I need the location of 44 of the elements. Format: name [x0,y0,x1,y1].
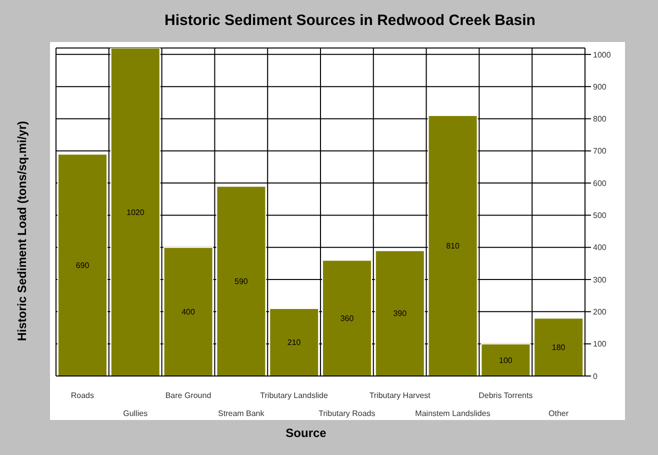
y-tick-label: 800 [593,114,607,124]
x-tick-label: Tributary Harvest [369,391,432,400]
data-label: 400 [182,308,196,317]
data-label: 690 [76,260,90,270]
x-tick-label: Debris Torrents [478,391,533,400]
y-tick-label: 600 [593,178,607,188]
data-label: 1020 [126,208,145,217]
x-tick-label: Tributary Roads [318,409,376,418]
bar [534,318,584,376]
y-axis-title: Historic Sediment Load (tons/sq.mi/yr) [15,120,29,342]
bar [428,115,478,376]
y-tick-label: 400 [593,243,607,252]
x-tick-label: Mainstem Landslides [415,409,490,418]
data-label: 390 [393,309,408,318]
chart-title: Historic Sediment Sources in Redwood Creek Basin [164,12,536,29]
x-tick-label: Bare Ground [165,391,212,400]
bar [480,343,531,376]
x-tick-label: Stream Bank [218,409,266,418]
bar [322,260,372,376]
data-label: 180 [552,342,566,352]
data-label: 360 [340,314,354,323]
data-label: 100 [499,356,513,365]
y-tick-label: 100 [593,340,607,349]
y-tick-label: 1000 [593,50,612,60]
data-label: 210 [287,338,302,348]
x-tick-label: Other [548,409,569,418]
y-tick-label: 300 [593,275,607,284]
y-tick-label: 0 [593,372,598,381]
x-axis-title: Source [284,426,328,440]
bar [163,246,214,376]
data-label: 810 [446,242,460,251]
y-tick-label: 200 [593,308,607,317]
x-tick-label: Tributary Landslide [260,391,328,400]
bar [110,48,160,376]
bar [58,154,108,376]
bar [269,308,320,376]
x-tick-label: Gullies [123,409,148,418]
bar [216,186,266,376]
y-tick-label: 900 [593,82,607,92]
data-label: 590 [234,276,248,286]
bar [374,250,425,376]
y-tick-label: 500 [593,211,607,220]
y-tick-label: 700 [593,146,607,156]
x-tick-label: Roads [70,391,94,400]
